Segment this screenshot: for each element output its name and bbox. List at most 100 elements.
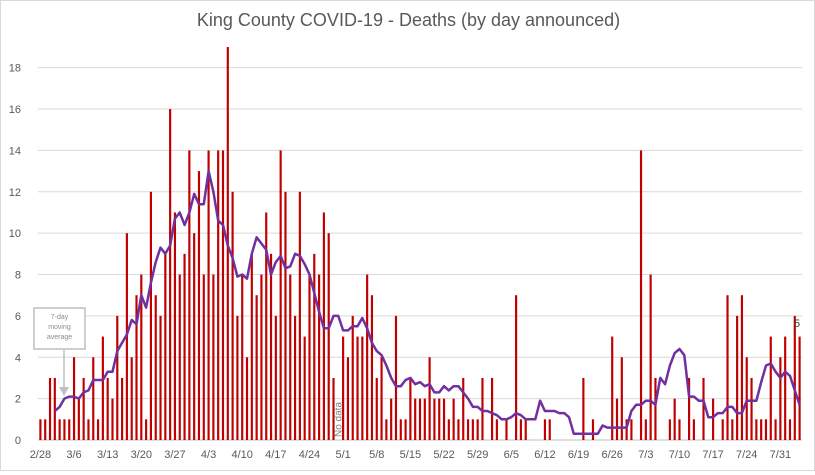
bar	[346, 357, 350, 440]
bar	[615, 398, 619, 440]
x-tick-label: 3/27	[164, 449, 185, 461]
bar	[764, 419, 768, 440]
bar	[308, 274, 311, 440]
bar	[611, 336, 614, 440]
bar	[721, 419, 724, 440]
bar	[82, 377, 85, 440]
bar	[654, 377, 657, 440]
bar	[423, 398, 426, 440]
x-tick-label: 7/10	[669, 449, 690, 461]
bar	[284, 191, 287, 440]
y-tick-label: 18	[9, 63, 21, 75]
bar	[193, 233, 196, 440]
y-tick-label: 8	[15, 270, 21, 282]
bar	[121, 377, 124, 440]
bar	[39, 419, 42, 440]
bar	[481, 377, 484, 440]
bar	[625, 419, 628, 440]
bar	[111, 398, 114, 440]
moving-average-callout	[33, 307, 86, 350]
y-tick-label: 6	[15, 311, 21, 323]
y-tick-label: 0	[15, 435, 21, 447]
bar	[202, 274, 205, 440]
bar	[524, 419, 527, 440]
bar	[582, 377, 585, 440]
x-tick-label: 7/24	[736, 449, 757, 461]
bar	[745, 357, 748, 440]
bar	[798, 336, 801, 440]
bar	[197, 171, 201, 440]
bar	[414, 398, 417, 440]
x-tick-label: 6/19	[568, 449, 589, 461]
last-value-label: 5	[794, 318, 800, 330]
bar	[433, 398, 436, 440]
bar	[188, 150, 191, 440]
bar	[620, 357, 623, 440]
moving-average-callout-text: average	[47, 334, 72, 341]
x-tick-label: 7/3	[638, 449, 653, 461]
bar	[169, 109, 172, 440]
bar	[173, 212, 177, 440]
bar	[356, 336, 359, 440]
bar	[241, 274, 244, 440]
bar	[548, 419, 551, 440]
bar	[106, 377, 109, 440]
x-tick-label: 5/15	[400, 449, 421, 461]
bar	[688, 377, 691, 440]
x-tick-label: 3/20	[131, 449, 152, 461]
bar	[731, 419, 734, 440]
bar	[212, 274, 215, 440]
bar	[53, 377, 56, 440]
bar	[591, 419, 595, 440]
bar	[130, 357, 133, 440]
bar	[760, 419, 763, 440]
bar	[418, 398, 422, 440]
bar	[678, 419, 681, 440]
x-tick-label: 2/28	[30, 449, 51, 461]
bar	[519, 419, 522, 440]
bar	[149, 191, 152, 440]
x-tick-label: 7/17	[702, 449, 723, 461]
bar	[289, 274, 292, 440]
x-tick-label: 5/8	[369, 449, 384, 461]
bar	[221, 150, 225, 440]
bar	[116, 315, 119, 440]
x-tick-label: 5/22	[433, 449, 454, 461]
bar	[399, 419, 402, 440]
bar	[366, 274, 369, 440]
bar	[68, 419, 71, 440]
x-tick-label: 3/6	[66, 449, 81, 461]
bar	[769, 336, 772, 440]
chart-title: King County COVID-19 - Deaths (by day an…	[196, 10, 621, 30]
bar	[774, 419, 777, 440]
bar	[236, 315, 239, 440]
bar	[332, 377, 335, 440]
bar	[370, 295, 374, 440]
bar	[164, 253, 167, 440]
bar	[668, 419, 671, 440]
bar	[462, 377, 465, 440]
x-tick-label: 6/12	[534, 449, 555, 461]
bar	[351, 315, 354, 440]
bar	[726, 295, 729, 440]
bar	[178, 274, 181, 440]
bar	[159, 315, 162, 440]
bar	[639, 150, 643, 440]
y-tick-label: 12	[9, 187, 21, 199]
bar	[293, 315, 297, 440]
bar	[87, 419, 90, 440]
bar	[438, 398, 441, 440]
bar	[313, 253, 316, 440]
bar	[490, 377, 494, 440]
bar	[390, 398, 393, 440]
bar	[712, 398, 715, 440]
y-tick-label: 10	[9, 228, 21, 240]
bar	[466, 419, 470, 440]
x-tick-label: 4/17	[265, 449, 286, 461]
bar	[375, 377, 378, 440]
bar	[217, 150, 220, 440]
bar	[644, 419, 647, 440]
bar	[101, 336, 104, 440]
bar	[96, 419, 100, 440]
